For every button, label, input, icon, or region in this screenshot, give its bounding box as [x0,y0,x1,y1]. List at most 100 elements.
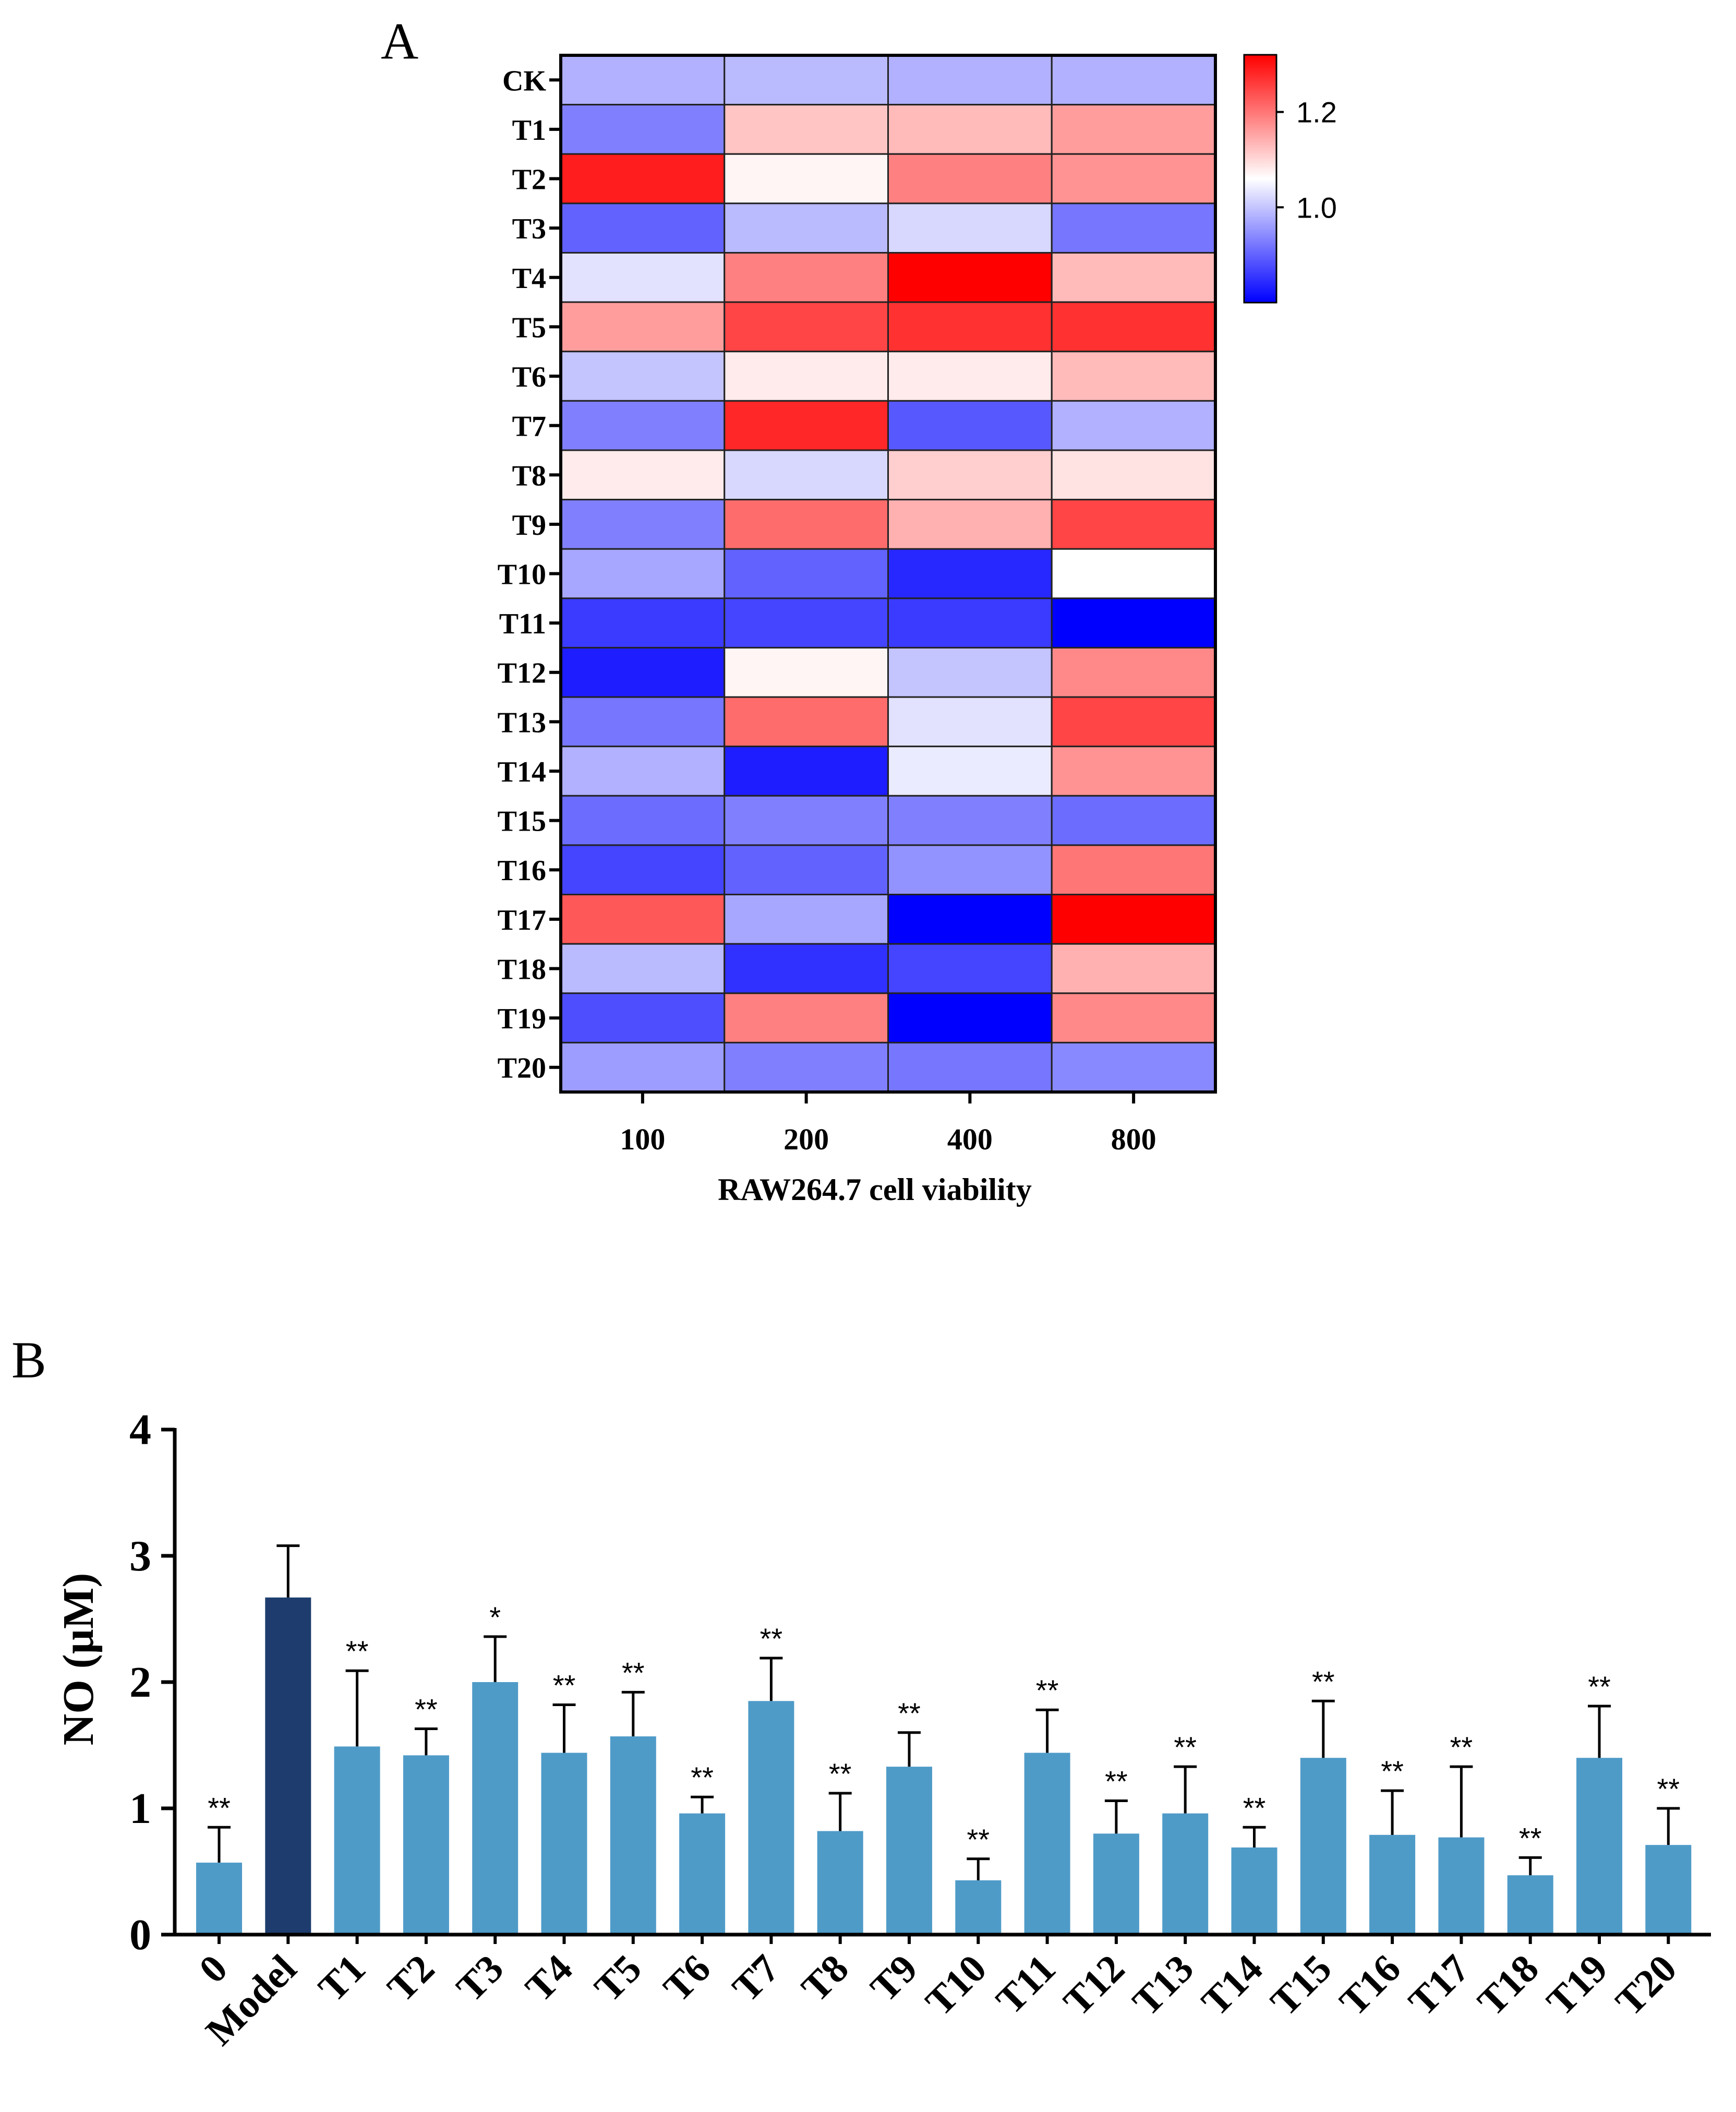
heatmap-cell [1051,499,1216,550]
heatmap-cell [1051,54,1216,106]
colorbar-tick-label: 1.2 [1296,96,1337,129]
heatmap-cell [724,795,889,846]
y-tick-label: 1 [129,1784,151,1833]
bar-x-tick-label: T9 [862,1947,926,2010]
significance-label: ** [1312,1665,1335,1698]
bar [886,1767,932,1935]
colorbar-bar [1243,54,1277,304]
bar-x-tick-label: 0 [191,1947,236,1991]
heatmap-cell [560,992,726,1043]
heatmap-cell [1051,844,1216,896]
bar [541,1753,587,1935]
significance-label: ** [622,1656,645,1689]
heatmap-y-tick-label: T14 [498,756,546,788]
heatmap-cell [724,54,889,106]
heatmap-cell [724,251,889,303]
heatmap-y-tick-label: T2 [512,164,546,196]
bar-x-tick-label: T7 [724,1947,788,2010]
heatmap-cell [887,202,1053,254]
heatmap-cell [724,746,889,797]
heatmap-cell [1051,597,1216,649]
heatmap-y-tick-label: T18 [498,953,546,986]
heatmap-cell [724,202,889,254]
heatmap-cell [887,943,1053,994]
bar [1438,1837,1485,1935]
heatmap-y-tick-label: T8 [512,460,546,492]
significance-label: ** [760,1622,783,1655]
heatmap-cell [560,894,726,945]
heatmap-cell [560,548,726,599]
heatmap-y-tick-label: CK [502,65,546,97]
bar-x-tick-label: T5 [586,1947,650,2010]
heatmap-cell [887,795,1053,846]
heatmap-cell [1051,301,1216,353]
heatmap-cell [1051,153,1216,205]
bar-x-tick-label: T14 [1194,1947,1271,2024]
heatmap-cell [560,153,726,205]
bar [748,1701,794,1935]
heatmap-cell [724,499,889,550]
significance-label: ** [415,1693,438,1726]
heatmap-cell [560,646,726,698]
heatmap-cell [1051,696,1216,748]
heatmap-cell [724,992,889,1043]
significance-label: ** [1519,1821,1542,1854]
bar-x-tick-label: T10 [917,1947,995,2024]
heatmap-cell [724,400,889,451]
bar [403,1755,449,1935]
y-tick-label: 3 [129,1532,151,1580]
heatmap-cell [887,992,1053,1043]
bar-chart: **0Model**T1**T2*T3**T4**T5**T6**T7**T8*… [129,1406,1711,2054]
heatmap-y-tick-label: T19 [498,1003,546,1035]
heatmap-cell [887,844,1053,896]
significance-label: ** [553,1669,576,1702]
heatmap-cell [560,1041,726,1093]
bar-x-tick-label: T13 [1124,1947,1202,2024]
significance-label: ** [1381,1755,1404,1787]
heatmap-y-tick-label: T9 [512,509,546,542]
heatmap-cell [560,844,726,896]
heatmap-y-tick-label: T10 [498,559,546,591]
bar [1024,1753,1070,1935]
heatmap-cell [560,202,726,254]
bar-x-tick-label: T18 [1469,1947,1547,2024]
heatmap-cell [560,301,726,353]
significance-label: ** [691,1761,714,1794]
heatmap-cell [560,696,726,748]
heatmap-cell [560,499,726,550]
significance-label: ** [1450,1731,1473,1763]
heatmap-cell [560,400,726,451]
heatmap-cell [724,301,889,353]
heatmap-cell [1051,400,1216,451]
heatmap-y-tick-label: T15 [498,806,546,838]
heatmap-y-tick-label: T12 [498,657,546,690]
significance-label: * [489,1601,501,1634]
heatmap: CK T1 T2 T3 T4 T5 T6 T7 T8 T9 T10 T11 T12 T13 T14 T15 T1… [498,54,1217,1156]
bar [955,1880,1002,1935]
significance-label: ** [898,1697,921,1730]
heatmap-y-tick-label: T4 [512,262,546,295]
heatmap-cell [887,301,1053,353]
bar-x-tick-label: T16 [1331,1947,1409,2024]
heatmap-x-axis-title: RAW264.7 cell viability [718,1172,1032,1207]
heatmap-cell [724,894,889,945]
heatmap-cell [560,351,726,402]
y-tick-label: 4 [129,1406,151,1454]
heatmap-cell [724,597,889,649]
significance-label: ** [1588,1670,1611,1703]
bar [472,1682,519,1935]
bar [679,1813,726,1935]
significance-label: ** [208,1791,231,1824]
heatmap-x-tick-label: 100 [620,1122,665,1156]
heatmap-cell [560,449,726,501]
heatmap-cell [887,548,1053,599]
heatmap-cell [887,449,1053,501]
bar-x-tick-label: T11 [988,1947,1064,2023]
bar [610,1736,656,1935]
heatmap-cell [1051,548,1216,599]
heatmap-cell [887,54,1053,106]
colorbar-tick-label: 1.0 [1296,191,1337,224]
bar-x-tick-label: T15 [1262,1947,1340,2024]
bar-x-tick-label: T17 [1400,1947,1478,2024]
heatmap-y-tick-label: T7 [512,411,546,443]
